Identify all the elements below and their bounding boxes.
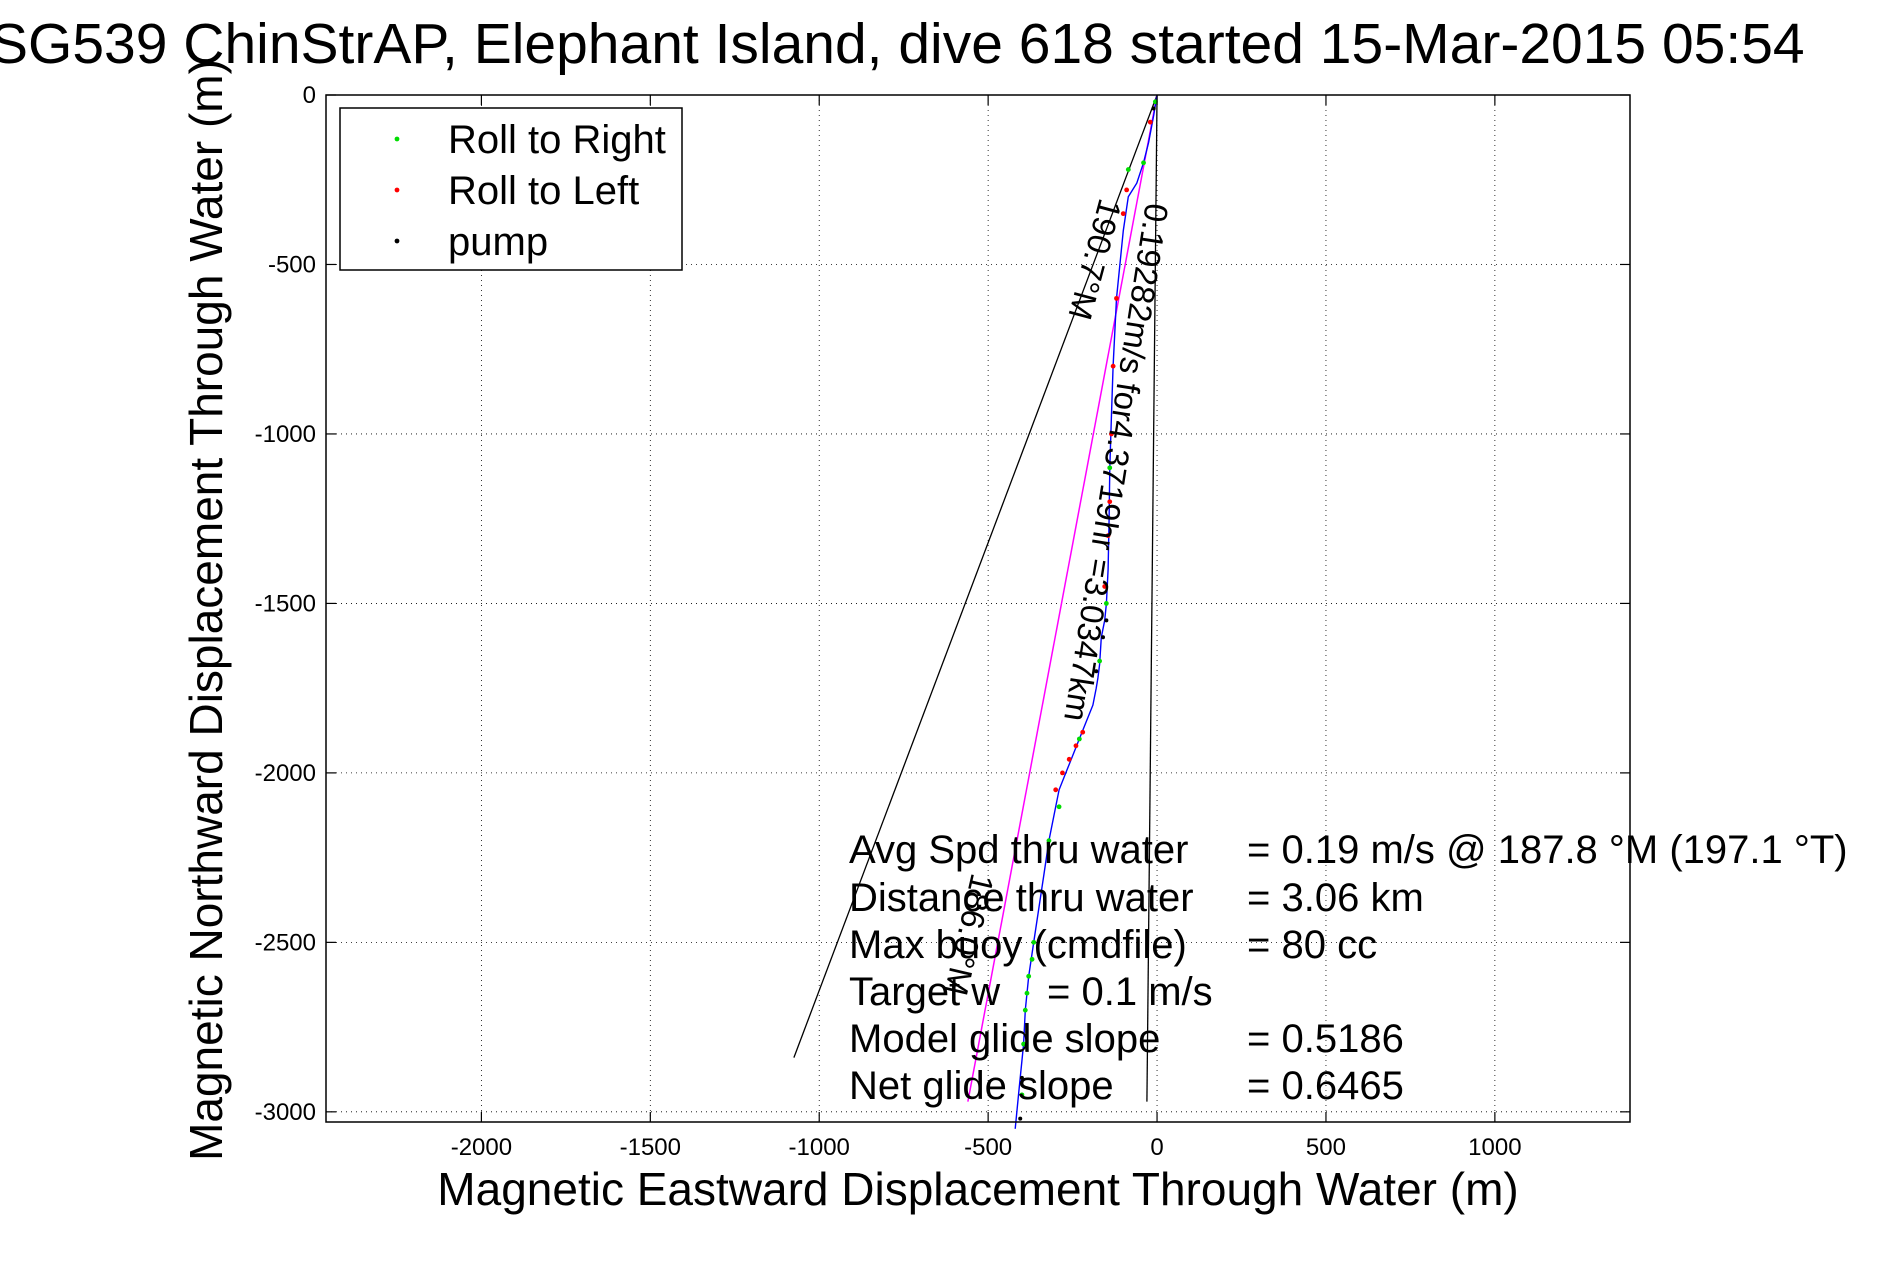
pump-point-2 bbox=[1100, 635, 1105, 640]
plot-frame bbox=[325, 94, 1631, 1123]
roll-left-point-7 bbox=[1105, 533, 1111, 539]
stats-value-2: = 80 cc bbox=[1247, 923, 1377, 967]
reference-line-0 bbox=[793, 94, 1158, 1058]
roll-right-point-10 bbox=[1029, 956, 1035, 962]
roll-right-point-9 bbox=[1031, 939, 1037, 945]
y-axis-label: Magnetic Northward Displacement Through … bbox=[180, 59, 232, 1161]
legend-label-0: Roll to Right bbox=[448, 118, 666, 162]
pump-point-4 bbox=[1019, 1075, 1024, 1080]
stats-label-1: Distance thru water bbox=[849, 876, 1194, 920]
y-tick-label-2: -1000 bbox=[255, 421, 316, 448]
roll-left-point-2 bbox=[1120, 211, 1126, 217]
roll-right-point-15 bbox=[1019, 1092, 1025, 1098]
roll-left-point-12 bbox=[1060, 770, 1065, 776]
roll-right-point-5 bbox=[1097, 658, 1103, 664]
legend: Roll to Right Roll to Left pump bbox=[339, 107, 683, 271]
roll-right-point-8 bbox=[1046, 838, 1052, 844]
roll-left-point-4 bbox=[1110, 363, 1116, 369]
stats-value-0: = 0.19 m/s @ 187.8 °M (197.1 °T) bbox=[1247, 828, 1848, 872]
heading-line bbox=[967, 94, 1158, 1102]
x-tick-label-5: 500 bbox=[1306, 1134, 1346, 1161]
roll-left-point-0 bbox=[1147, 119, 1153, 125]
stats-label-3: Target w bbox=[849, 970, 1000, 1014]
legend-label-2: pump bbox=[448, 220, 548, 264]
dive-stats: Avg Spd thru water = 0.19 m/s @ 187.8 °M … bbox=[849, 828, 1848, 1108]
axis-ticks: -2000 -1500 -1000 -500 0 500 1000 0 -500 -1000 -15… bbox=[255, 82, 1630, 1161]
stats-value-3: = 0.1 m/s bbox=[1047, 970, 1213, 1014]
pump-point-5 bbox=[1018, 1116, 1023, 1121]
pump-point-3 bbox=[1094, 669, 1099, 674]
roll-left-point-8 bbox=[1102, 584, 1108, 589]
stats-label-5: Net glide slope bbox=[849, 1064, 1114, 1108]
roll-right-point-7 bbox=[1056, 804, 1062, 810]
pump-point-0 bbox=[1151, 106, 1156, 111]
roll-left-point-5 bbox=[1109, 431, 1114, 437]
roll-left-point-13 bbox=[1053, 787, 1059, 793]
stats-label-2: Max buoy (cmdfile) bbox=[849, 923, 1187, 967]
marker-layer bbox=[1018, 99, 1158, 1121]
roll-right-point-3 bbox=[1107, 465, 1113, 471]
x-tick-label-0: -2000 bbox=[451, 1134, 512, 1161]
x-tick-label-1: -1500 bbox=[620, 1134, 681, 1161]
roll-left-point-3 bbox=[1114, 295, 1119, 301]
x-tick-label-3: -500 bbox=[964, 1134, 1012, 1161]
stats-label-0: Avg Spd thru water bbox=[849, 828, 1188, 872]
y-tick-label-1: -500 bbox=[268, 251, 316, 278]
pump-point-1 bbox=[1104, 618, 1109, 623]
y-tick-label-3: -1500 bbox=[255, 590, 316, 617]
roll-right-point-1 bbox=[1141, 160, 1146, 166]
roll-left-point-11 bbox=[1066, 756, 1072, 762]
roll-left-point-10 bbox=[1073, 743, 1079, 749]
stats-label-4: Model glide slope bbox=[849, 1017, 1160, 1061]
roll-left-point-9 bbox=[1080, 729, 1086, 735]
y-tick-label-4: -2000 bbox=[255, 760, 316, 787]
legend-marker-0 bbox=[394, 136, 400, 142]
x-axis-label: Magnetic Eastward Displacement Through W… bbox=[437, 1163, 1518, 1215]
roll-right-point-14 bbox=[1021, 1041, 1027, 1047]
roll-right-point-2 bbox=[1125, 167, 1131, 172]
legend-marker-1 bbox=[394, 187, 400, 193]
heading-annotation: 190.7°M bbox=[1061, 195, 1129, 324]
legend-marker-2 bbox=[394, 238, 400, 244]
x-tick-label-4: 0 bbox=[1150, 1134, 1163, 1161]
roll-right-point-4 bbox=[1103, 601, 1109, 606]
y-tick-label-0: 0 bbox=[303, 82, 316, 109]
x-tick-label-2: -1000 bbox=[789, 1134, 850, 1161]
stats-value-1: = 3.06 km bbox=[1247, 876, 1424, 920]
y-tick-label-6: -3000 bbox=[255, 1099, 316, 1126]
grid-lines bbox=[326, 94, 1630, 1122]
roll-right-point-11 bbox=[1026, 973, 1032, 979]
roll-left-point-1 bbox=[1124, 187, 1130, 193]
reference-line-1 bbox=[1146, 94, 1158, 1102]
roll-right-point-13 bbox=[1022, 1007, 1028, 1013]
chart-title: SG539 ChinStrAP, Elephant Island, dive 6… bbox=[0, 12, 1805, 76]
roll-left-point-6 bbox=[1107, 499, 1113, 505]
x-tick-label-6: 1000 bbox=[1468, 1134, 1521, 1161]
y-tick-label-5: -2500 bbox=[255, 929, 316, 956]
stats-value-5: = 0.6465 bbox=[1247, 1064, 1404, 1108]
heading-line-layer bbox=[967, 94, 1158, 1102]
roll-right-point-6 bbox=[1076, 736, 1082, 742]
reference-lines bbox=[793, 94, 1158, 1102]
stats-value-4: = 0.5186 bbox=[1247, 1017, 1404, 1061]
roll-right-point-12 bbox=[1024, 990, 1030, 996]
legend-label-1: Roll to Left bbox=[448, 169, 639, 213]
